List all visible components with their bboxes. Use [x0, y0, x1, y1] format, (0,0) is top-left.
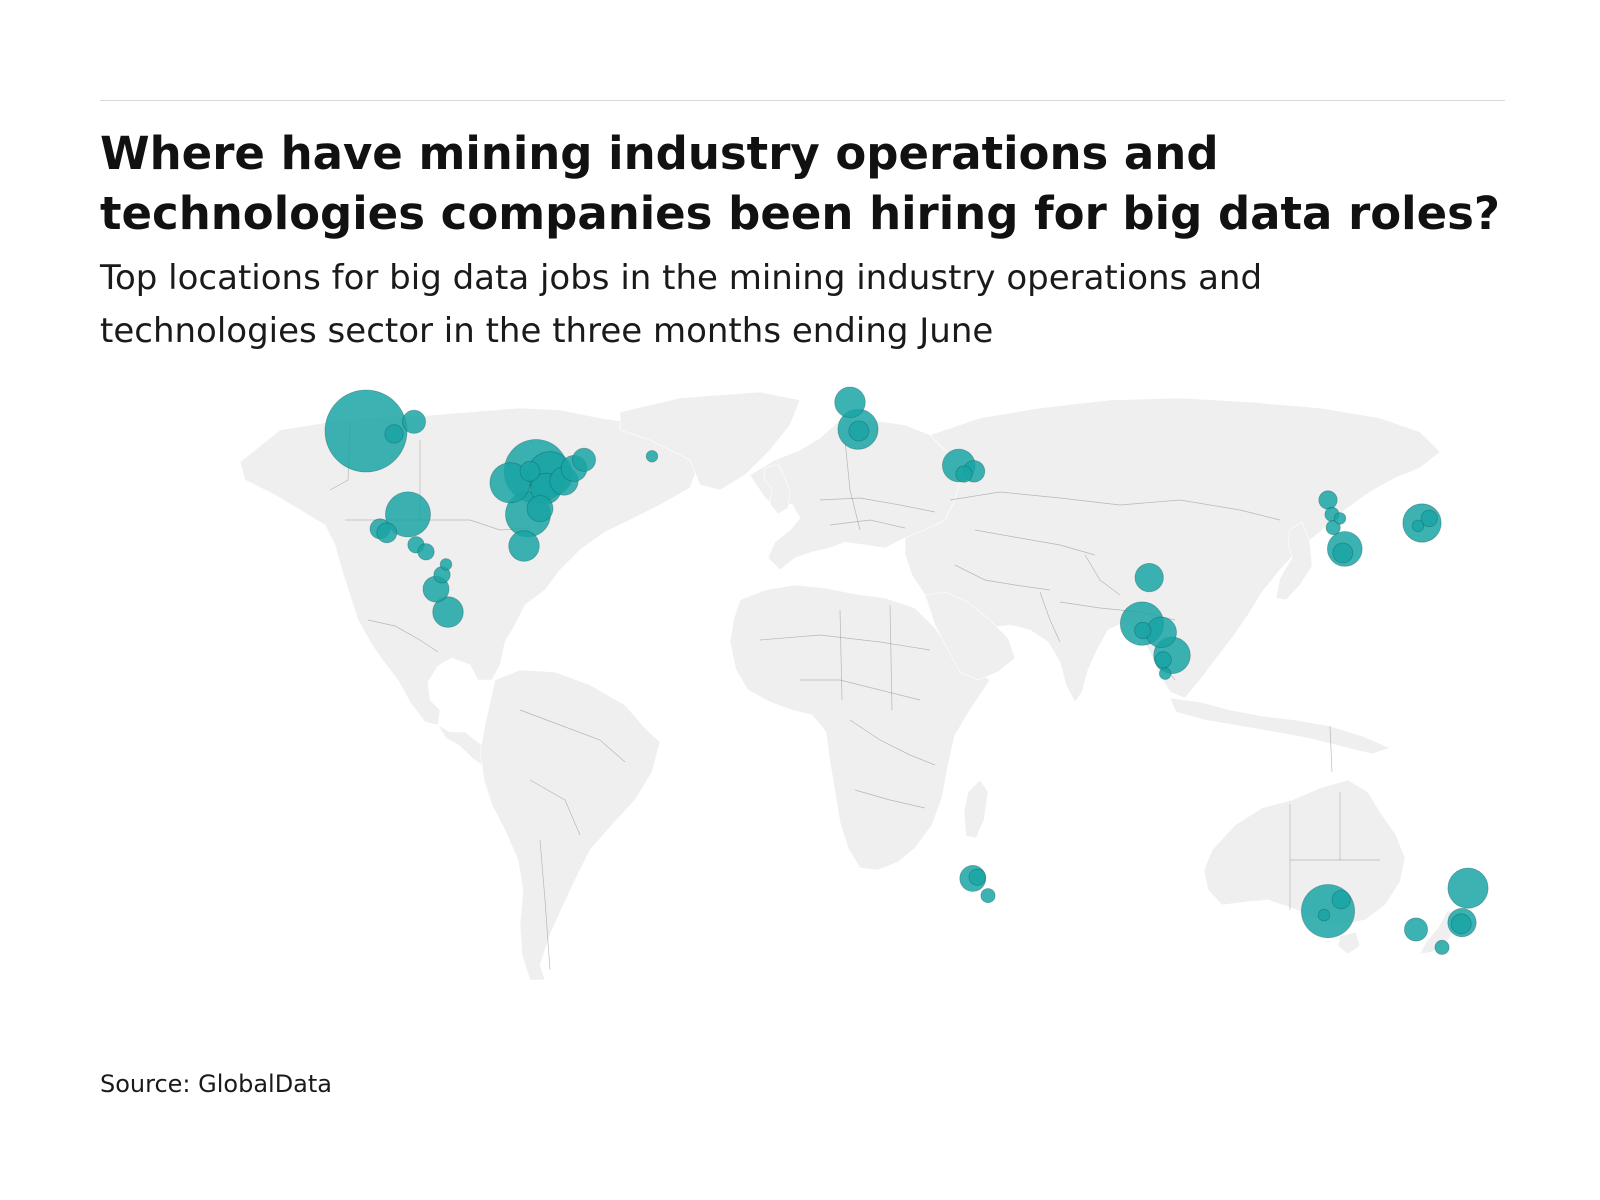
border-africa-5	[839, 609, 843, 701]
location-bubble	[1434, 939, 1450, 955]
border-europe-1	[819, 497, 936, 513]
land-uk	[763, 463, 791, 515]
border-africa-4	[854, 789, 926, 809]
border-us-mexico	[367, 619, 439, 653]
land-japan	[1275, 521, 1313, 601]
border-europe-2	[829, 519, 906, 529]
chart-subtitle: Top locations for big data jobs in the m…	[100, 258, 1263, 351]
border-south-america-1	[519, 709, 626, 763]
land-greenland	[619, 391, 801, 491]
border-middle-east	[954, 564, 1051, 591]
location-bubble	[401, 409, 426, 434]
top-rule	[100, 100, 1505, 101]
location-bubble	[1331, 889, 1351, 910]
location-bubble	[955, 465, 973, 483]
land-southeast-asia-islands	[1169, 697, 1391, 755]
location-bubble	[1317, 908, 1331, 922]
location-bubble	[1134, 563, 1164, 593]
location-bubble	[439, 558, 453, 571]
border-china-west	[1084, 554, 1121, 596]
border-png	[1329, 725, 1333, 773]
location-bubble	[834, 386, 866, 418]
land-australia	[1203, 779, 1406, 926]
border-russia-south	[949, 491, 1281, 521]
location-bubble	[1325, 520, 1341, 536]
location-bubble	[1158, 667, 1172, 680]
location-bubble	[519, 460, 541, 482]
source-note: Source: GlobalData	[100, 1070, 333, 1098]
location-bubble	[376, 522, 398, 544]
location-bubble	[508, 530, 540, 562]
land-madagascar	[963, 779, 989, 839]
border-europe-3	[844, 439, 861, 531]
country-borders	[329, 421, 1380, 971]
location-bubbles	[324, 386, 1489, 955]
land-south-america	[479, 669, 661, 981]
land-north-america	[239, 407, 701, 726]
location-bubble	[489, 462, 531, 504]
border-south-america-2	[529, 779, 581, 836]
location-bubble	[1404, 917, 1429, 942]
location-bubble	[848, 420, 870, 442]
border-africa-1	[759, 634, 931, 651]
chart-title: Where have mining industry operations an…	[100, 127, 1501, 240]
land-layer	[239, 391, 1459, 981]
location-bubble	[1420, 509, 1438, 527]
border-central-asia	[974, 529, 1096, 556]
border-india-pakistan	[1039, 591, 1061, 643]
location-bubble	[1411, 519, 1425, 533]
border-africa-2	[800, 679, 921, 701]
location-bubble	[1333, 512, 1347, 525]
location-bubble	[384, 424, 404, 444]
world-map-svg	[239, 386, 1489, 981]
location-bubble	[645, 450, 659, 463]
location-bubble	[417, 543, 435, 561]
location-bubble	[1450, 913, 1472, 935]
land-tasmania	[1337, 931, 1361, 955]
border-south-america-3	[539, 839, 551, 971]
land-arabia	[924, 591, 1016, 681]
location-bubble	[1332, 542, 1354, 564]
location-bubble	[385, 491, 431, 538]
location-bubble	[1447, 867, 1489, 909]
land-africa	[729, 584, 991, 871]
location-bubble	[1134, 621, 1152, 640]
location-bubble	[1154, 651, 1172, 669]
location-bubble	[1318, 490, 1338, 510]
location-bubble	[980, 888, 996, 904]
border-africa-6	[889, 604, 893, 711]
location-bubble	[432, 596, 464, 628]
border-africa-3	[849, 719, 936, 766]
world-map	[0, 380, 1600, 1020]
location-bubble	[526, 495, 554, 523]
location-bubble	[968, 868, 986, 886]
location-bubble	[572, 447, 597, 472]
